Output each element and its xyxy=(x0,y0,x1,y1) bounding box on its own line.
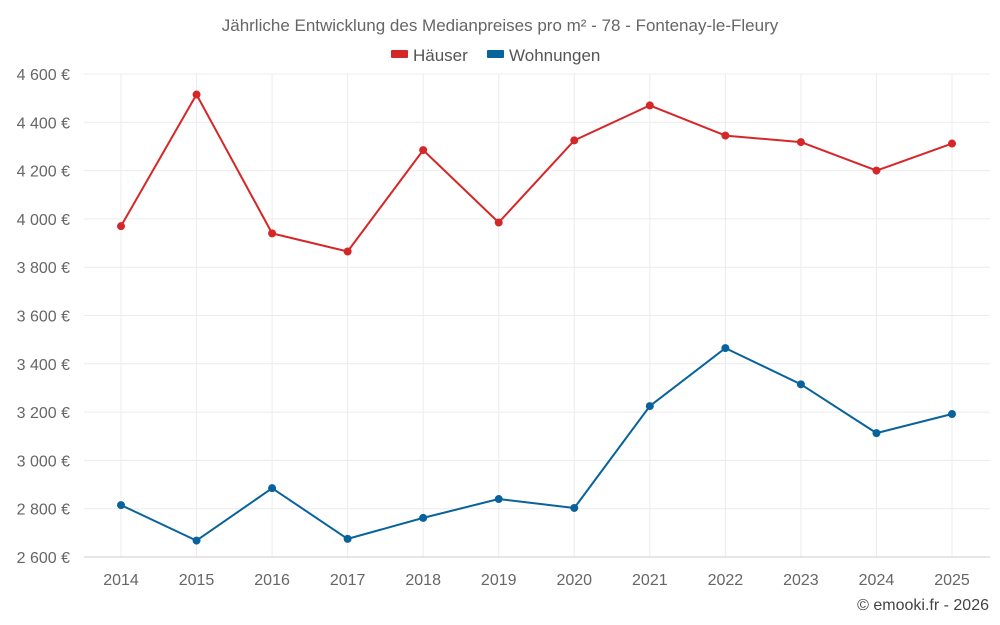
data-point-haeuser[interactable] xyxy=(117,222,125,231)
series-line-wohnungen xyxy=(120,347,953,542)
y-tick-label: 3 800 € xyxy=(17,260,70,277)
data-point-haeuser[interactable] xyxy=(872,166,881,175)
y-tick-label: 2 800 € xyxy=(17,502,70,519)
series-wohnungen xyxy=(117,344,956,545)
y-tick-label: 4 400 € xyxy=(17,115,70,132)
data-point-wohnungen[interactable] xyxy=(948,410,956,419)
legend-item-wohnungen[interactable]: Wohnungen xyxy=(487,46,600,65)
x-tick-label: 2020 xyxy=(556,572,592,589)
y-tick-label: 4 000 € xyxy=(17,212,70,229)
data-point-wohnungen[interactable] xyxy=(117,501,125,510)
y-tick-label: 4 200 € xyxy=(17,164,70,181)
data-point-wohnungen[interactable] xyxy=(570,503,579,512)
data-point-wohnungen[interactable] xyxy=(494,495,503,504)
data-point-wohnungen[interactable] xyxy=(645,402,654,411)
y-axis-labels: 2 600 € 2 800 € 3 000 € 3 200 € 3 400 € 3 600… xyxy=(17,67,70,567)
data-point-haeuser[interactable] xyxy=(796,138,805,147)
data-point-haeuser[interactable] xyxy=(948,139,956,148)
data-point-haeuser[interactable] xyxy=(419,146,428,155)
series-haeuser xyxy=(117,90,956,256)
x-tick-label: 2023 xyxy=(783,572,819,589)
chart-title: Jährliche Entwicklung des Medianpreises … xyxy=(222,16,779,35)
data-point-haeuser[interactable] xyxy=(645,101,654,110)
x-tick-label: 2021 xyxy=(632,572,668,589)
legend-label-haeuser: Häuser xyxy=(413,46,468,65)
x-tick-label: 2018 xyxy=(405,572,441,589)
x-tick-label: 2017 xyxy=(330,572,366,589)
data-point-wohnungen[interactable] xyxy=(192,536,201,545)
x-axis-labels: 2014 2015 2016 2017 2018 2019 2020 2021 2022 2023… xyxy=(103,572,970,589)
data-point-haeuser[interactable] xyxy=(268,229,277,238)
data-point-haeuser[interactable] xyxy=(494,218,503,227)
y-tick-label: 4 600 € xyxy=(17,67,70,84)
data-point-haeuser[interactable] xyxy=(570,136,579,145)
y-tick-label: 2 600 € xyxy=(17,550,70,567)
legend-item-haeuser[interactable]: Häuser xyxy=(391,46,468,65)
x-tick-label: 2014 xyxy=(103,572,139,589)
legend-swatch-wohnungen xyxy=(487,50,504,58)
data-point-wohnungen[interactable] xyxy=(343,534,352,543)
series xyxy=(117,90,956,545)
data-point-wohnungen[interactable] xyxy=(796,380,805,389)
x-tick-label: 2024 xyxy=(859,572,895,589)
credit-text: © emooki.fr - 2026 xyxy=(857,597,989,614)
y-tick-label: 3 000 € xyxy=(17,453,70,470)
x-tick-label: 2016 xyxy=(254,572,290,589)
data-point-wohnungen[interactable] xyxy=(872,429,881,438)
y-tick-label: 3 600 € xyxy=(17,309,70,326)
data-point-haeuser[interactable] xyxy=(192,90,201,99)
legend-swatch-haeuser xyxy=(391,50,408,58)
data-point-wohnungen[interactable] xyxy=(268,484,277,493)
data-point-haeuser[interactable] xyxy=(343,247,352,256)
x-tick-label: 2015 xyxy=(179,572,215,589)
grid xyxy=(84,73,990,558)
data-point-haeuser[interactable] xyxy=(721,131,730,140)
series-line-haeuser xyxy=(120,93,953,253)
y-tick-label: 3 400 € xyxy=(17,357,70,374)
x-tick-label: 2025 xyxy=(934,572,970,589)
data-point-wohnungen[interactable] xyxy=(419,513,428,522)
legend: Häuser Wohnungen xyxy=(391,46,600,65)
data-point-wohnungen[interactable] xyxy=(721,344,730,353)
legend-label-wohnungen: Wohnungen xyxy=(509,46,600,65)
y-tick-label: 3 200 € xyxy=(17,405,70,422)
x-tick-label: 2022 xyxy=(708,572,744,589)
x-tick-label: 2019 xyxy=(481,572,517,589)
